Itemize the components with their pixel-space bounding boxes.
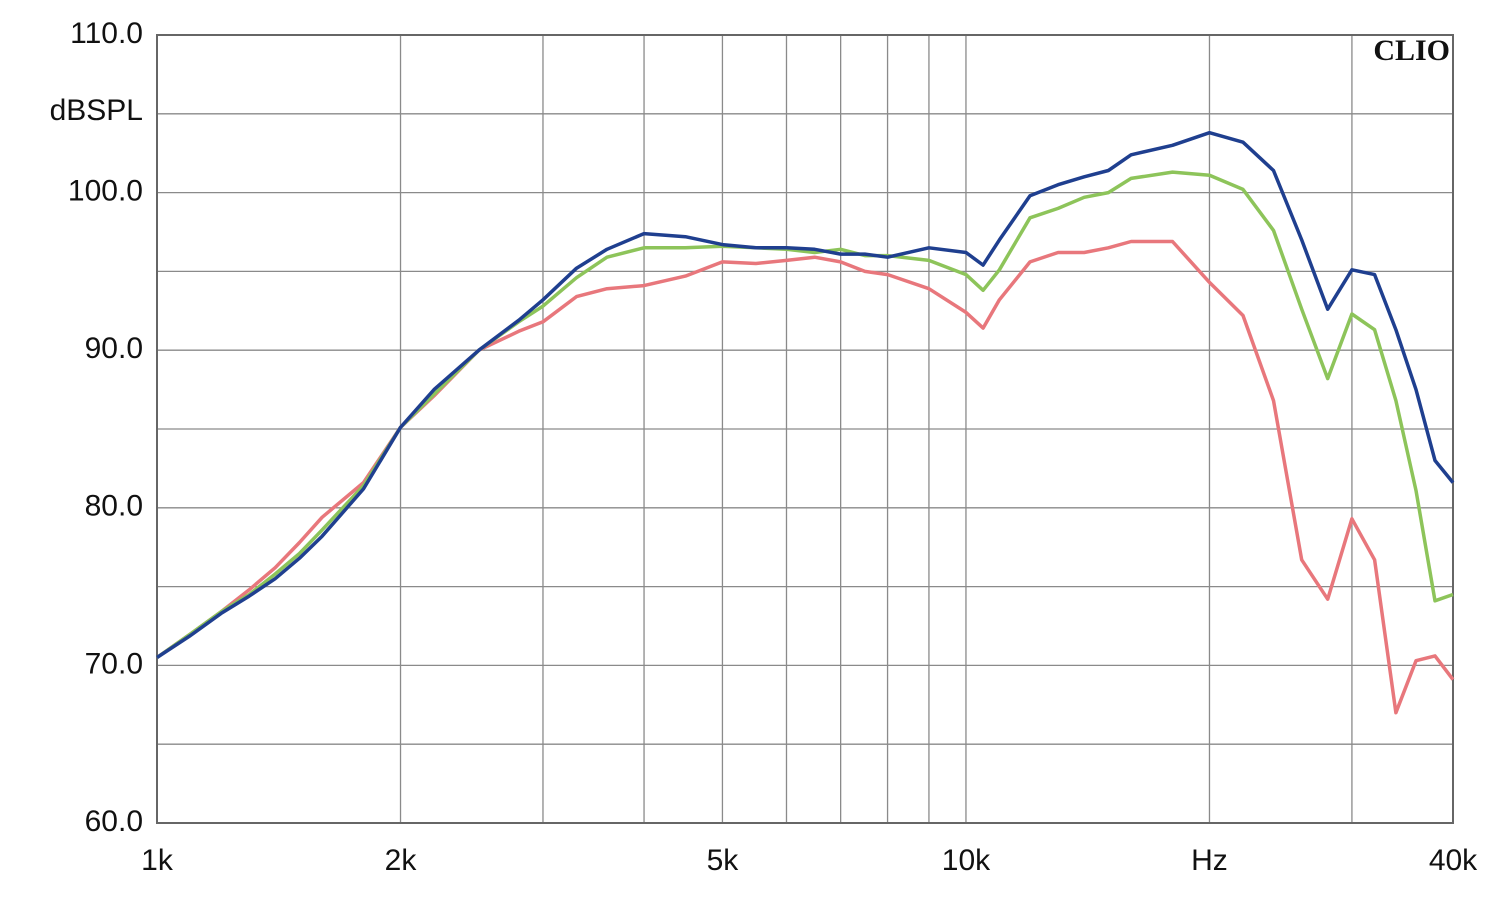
annotation: CLIO — [1373, 34, 1450, 67]
x-tick-label: 5k — [707, 844, 740, 877]
y-tick-label: 80.0 — [85, 490, 143, 523]
y-tick-label: 60.0 — [85, 805, 143, 838]
series-line — [156, 130, 1455, 659]
x-tick-label: 40k — [1429, 844, 1478, 877]
y-tick-label: 110.0 — [70, 17, 143, 50]
y-tick-label: 100.0 — [68, 175, 143, 208]
x-tick-label: Hz — [1191, 844, 1228, 877]
x-tick-label: 2k — [385, 844, 418, 877]
y-tick-label: 90.0 — [85, 332, 143, 365]
y-axis-label: dBSPL — [50, 94, 143, 127]
x-tick-label: 1k — [141, 844, 174, 877]
plot-border — [156, 34, 1454, 824]
x-tick-label: 10k — [942, 844, 991, 877]
y-tick-label: 70.0 — [85, 647, 143, 680]
